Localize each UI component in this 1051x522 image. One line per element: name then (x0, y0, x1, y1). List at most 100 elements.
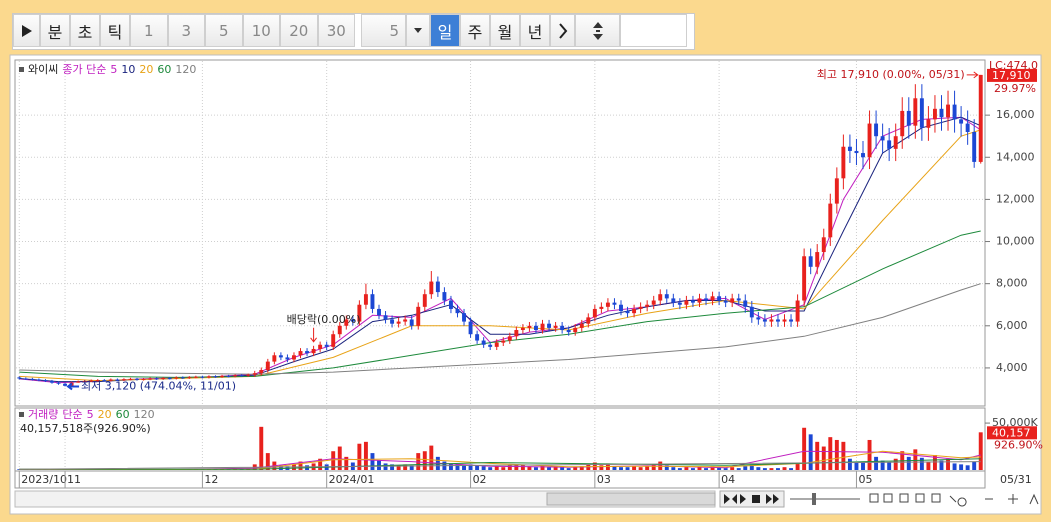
legend-item: 20 (139, 63, 153, 76)
volume-bar (978, 432, 983, 470)
candle-body (448, 300, 453, 309)
period-button[interactable]: 3 (167, 14, 205, 47)
candle-body (43, 380, 48, 382)
volume-bar (939, 460, 944, 470)
volume-bar (318, 458, 323, 470)
volume-bar (965, 465, 970, 470)
period-button[interactable]: 초 (70, 14, 100, 47)
volume-bar (481, 466, 486, 470)
zoom-thumb[interactable] (812, 493, 816, 505)
candle-body (762, 319, 767, 322)
candle-body (128, 378, 133, 380)
volume-bar (337, 446, 342, 470)
period-button[interactable]: 분 (40, 14, 70, 47)
play-button[interactable] (13, 14, 40, 47)
expand-button[interactable] (575, 14, 620, 47)
candle-body (736, 298, 741, 301)
volume-bar (782, 467, 787, 470)
dropdown-button[interactable] (406, 14, 430, 47)
candle-body (442, 292, 447, 301)
y-tick-label: 8,000 (996, 277, 1028, 290)
tool-icons[interactable] (869, 493, 1039, 507)
candle-body (776, 319, 780, 322)
unit-button[interactable]: 주 (460, 14, 490, 47)
candle-body (501, 340, 506, 343)
period-button[interactable]: 30 (317, 14, 355, 47)
candle-body (906, 110, 911, 126)
candle-body (475, 334, 480, 341)
candle-body (566, 330, 571, 333)
candle-body (148, 378, 153, 380)
volume-bar (913, 449, 918, 470)
volume-bar (972, 461, 977, 470)
candle-body (704, 298, 708, 301)
candle-body (612, 302, 617, 305)
legend-item: 거래량 (28, 408, 58, 421)
legend-item: 단순 (62, 408, 82, 421)
candle-body (900, 110, 905, 137)
period-button[interactable]: 1 (130, 14, 168, 47)
blank-input[interactable] (620, 14, 687, 47)
period-button[interactable]: 20 (280, 14, 318, 47)
unit-button[interactable]: 년 (520, 14, 550, 47)
volume-bar (919, 457, 924, 470)
lc-label: LC:474.0 (989, 59, 1038, 72)
candle-body (926, 119, 931, 128)
volume-bar (769, 468, 774, 470)
scroll-thumb[interactable] (546, 492, 716, 506)
candle-body (17, 377, 22, 379)
candle-body (619, 304, 623, 312)
candle-body (265, 361, 270, 371)
spacer (355, 14, 361, 47)
volume-bar (697, 467, 702, 470)
candle-body (789, 319, 794, 322)
legend-item: 5 (87, 408, 94, 421)
candle-body (939, 108, 944, 118)
period-button[interactable]: 틱 (100, 14, 130, 47)
candle-body (409, 319, 414, 326)
candle-body (226, 375, 231, 377)
candle-body (200, 376, 205, 378)
period-input[interactable]: 5 (361, 14, 406, 47)
candle-body (893, 136, 898, 149)
candle-body (861, 153, 865, 158)
candle-body (30, 378, 35, 380)
volume-bar (259, 426, 264, 470)
candle-body (95, 380, 100, 382)
volume-ratio-label: 926.90% (994, 438, 1043, 451)
volume-bar (893, 458, 898, 470)
volume-bar (834, 439, 839, 470)
y-tick-label: 10,000 (996, 235, 1035, 248)
candle-body (363, 294, 368, 305)
candle-body (383, 315, 388, 320)
volume-bar (704, 468, 708, 470)
price-badge (987, 68, 1037, 82)
candle-body (919, 98, 924, 128)
next-button[interactable] (550, 14, 575, 47)
candle-body (808, 256, 813, 267)
candle-body (416, 306, 421, 326)
period-button[interactable]: 10 (242, 14, 280, 47)
unit-button[interactable]: 일 (430, 14, 460, 47)
candle-body (946, 104, 950, 118)
candle-body (278, 355, 283, 358)
volume-bar (743, 466, 748, 470)
volume-bar (390, 464, 395, 470)
candle-body (867, 123, 872, 158)
legend-item: 120 (175, 63, 196, 76)
x-axis-frame (14, 470, 986, 489)
period-button[interactable]: 5 (205, 14, 243, 47)
candle-body (547, 323, 552, 328)
nav-buttons[interactable] (719, 490, 1039, 508)
volume-bar (363, 441, 368, 470)
volume-ma-line (19, 461, 981, 470)
volume-bar (946, 458, 950, 470)
volume-bar (599, 465, 604, 470)
nav-icons[interactable] (724, 494, 779, 504)
volume-bar (573, 467, 578, 470)
volume-bar (468, 464, 473, 470)
legend-marker (19, 67, 24, 72)
unit-button[interactable]: 월 (490, 14, 520, 47)
legend-marker (19, 412, 24, 417)
